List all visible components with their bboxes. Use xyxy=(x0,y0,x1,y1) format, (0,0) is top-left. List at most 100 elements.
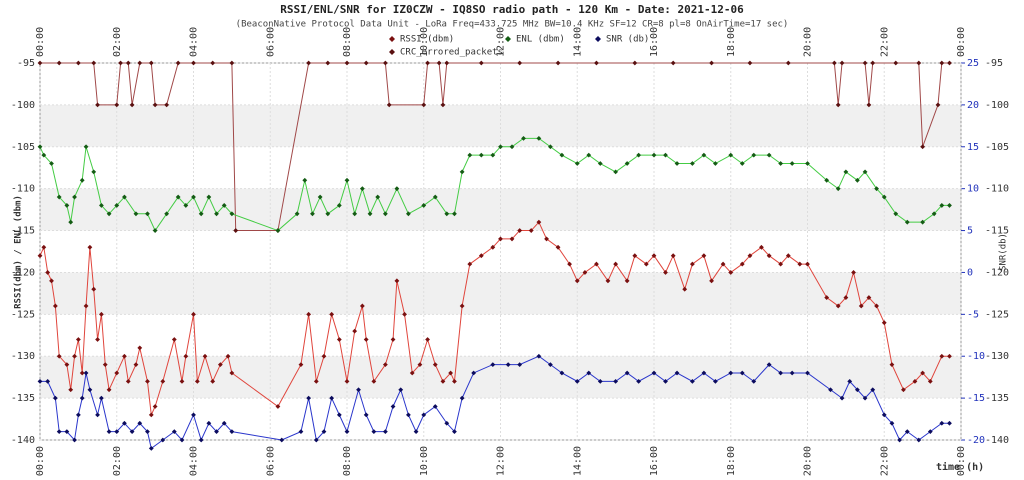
point xyxy=(728,152,734,158)
point xyxy=(931,211,937,217)
point xyxy=(751,378,757,384)
point xyxy=(689,378,695,384)
point xyxy=(99,203,104,208)
point xyxy=(870,387,876,393)
x-tick-label-top: 14:00 xyxy=(572,27,583,57)
point xyxy=(555,60,561,66)
point xyxy=(720,261,726,267)
point xyxy=(371,378,377,384)
point xyxy=(87,244,93,250)
point xyxy=(498,144,503,150)
point xyxy=(778,370,784,376)
point xyxy=(490,152,496,158)
point xyxy=(509,236,515,242)
point xyxy=(651,253,657,259)
point xyxy=(440,102,446,108)
point xyxy=(122,353,127,359)
point xyxy=(49,161,54,166)
point xyxy=(336,203,342,208)
point xyxy=(352,211,358,217)
point xyxy=(574,161,580,166)
point xyxy=(152,404,158,409)
point xyxy=(336,337,342,342)
point xyxy=(202,353,208,359)
legend-marker xyxy=(505,36,511,42)
point xyxy=(947,353,952,359)
point xyxy=(778,261,784,267)
x-tick-label-top: 02:00 xyxy=(112,27,123,57)
point xyxy=(478,152,484,158)
point xyxy=(670,60,676,66)
point xyxy=(713,161,718,166)
y-axis-label: RSSI(dbm) / ENL (dbm) xyxy=(14,195,24,309)
point xyxy=(874,186,879,192)
point xyxy=(118,60,123,66)
point xyxy=(317,194,323,200)
point xyxy=(279,437,285,443)
point xyxy=(713,378,718,384)
point xyxy=(893,60,899,66)
y2-tick-label: -15 xyxy=(967,393,985,404)
x-tick-label-top: 10:00 xyxy=(419,27,430,57)
point xyxy=(547,362,553,367)
point xyxy=(298,362,304,367)
point xyxy=(221,203,227,208)
point xyxy=(382,60,388,66)
point xyxy=(68,219,74,225)
point xyxy=(137,420,143,426)
point xyxy=(739,261,745,267)
point xyxy=(643,261,649,267)
point xyxy=(459,303,465,309)
point xyxy=(893,211,899,217)
point xyxy=(325,211,331,217)
point xyxy=(785,253,791,259)
y2-tick-label: 5 xyxy=(967,226,973,237)
point xyxy=(382,211,388,217)
point xyxy=(217,362,223,367)
point xyxy=(210,378,216,384)
x-tick-label: 02:00 xyxy=(112,446,123,476)
point xyxy=(547,144,553,150)
point xyxy=(175,60,181,66)
point xyxy=(210,60,216,66)
point xyxy=(145,378,150,384)
point xyxy=(467,152,473,158)
point xyxy=(75,412,81,418)
point xyxy=(83,370,89,376)
point xyxy=(939,203,945,208)
point xyxy=(797,261,803,267)
y-tick-label: -125 xyxy=(11,309,35,320)
y2-tick-label: 15 xyxy=(967,142,979,153)
y-tick-label-right: -110 xyxy=(985,184,1009,195)
point xyxy=(927,378,933,384)
point xyxy=(45,270,51,275)
point xyxy=(425,60,430,66)
y-tick-label: -105 xyxy=(11,142,35,153)
x-tick-label-top: 08:00 xyxy=(342,27,353,57)
point xyxy=(133,211,139,217)
point xyxy=(148,412,154,418)
point xyxy=(674,161,680,166)
point xyxy=(229,60,235,66)
point xyxy=(95,102,100,108)
point xyxy=(432,404,438,409)
point xyxy=(275,228,281,233)
point xyxy=(382,429,388,435)
point xyxy=(897,437,902,443)
point xyxy=(164,102,170,108)
point xyxy=(198,211,204,217)
y2-tick-label: 25 xyxy=(967,58,979,69)
y2-tick-label: -20 xyxy=(967,435,985,446)
point xyxy=(171,337,177,342)
y-tick-label: -115 xyxy=(11,226,35,237)
point xyxy=(862,60,868,66)
x-tick-label: 20:00 xyxy=(803,446,814,476)
x-tick-label: 18:00 xyxy=(726,446,737,476)
point xyxy=(72,353,77,359)
point xyxy=(79,177,85,183)
point xyxy=(95,412,100,418)
point xyxy=(344,177,350,183)
point xyxy=(916,437,922,443)
point xyxy=(559,370,565,376)
